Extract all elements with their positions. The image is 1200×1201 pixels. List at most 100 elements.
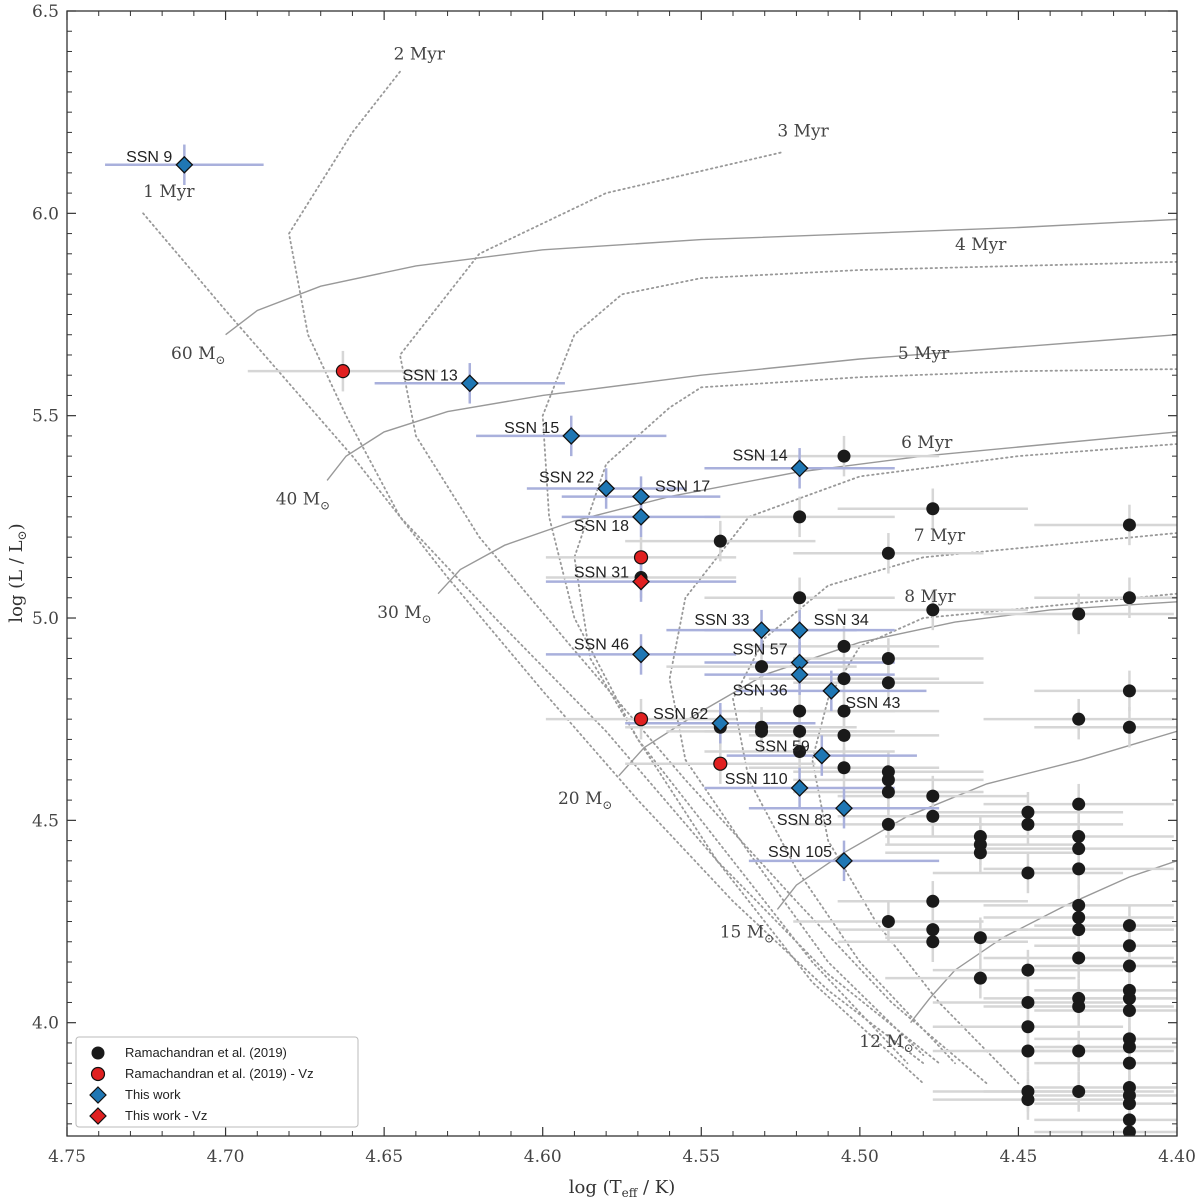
this-work-point-ssn-33	[752, 621, 771, 640]
isochrone-label-2-myr: 2 Myr	[394, 45, 446, 65]
ramachandran-point	[1122, 1097, 1136, 1111]
ramachandran-point	[973, 971, 987, 985]
track-label-60-m: 60 M⊙	[171, 344, 226, 367]
ramachandran-point	[1021, 817, 1035, 831]
isochrone-1-myr	[142, 212, 925, 1065]
legend-marker-ramachandran	[91, 1046, 105, 1060]
star-label-ssn-57: SSN 57	[732, 642, 787, 659]
star-label-ssn-14: SSN 14	[732, 447, 787, 464]
ramachandran-point	[881, 676, 895, 690]
ramachandran-point	[793, 591, 807, 605]
star-label-ssn-31: SSN 31	[574, 565, 629, 582]
star-label-ssn-34: SSN 34	[814, 612, 869, 629]
star-label-ssn-13: SSN 13	[403, 367, 458, 384]
ramachandran-point	[837, 449, 851, 463]
track-40-m	[326, 334, 1177, 481]
y-tick-label: 4.5	[32, 811, 59, 831]
isochrone-label-3-myr: 3 Myr	[777, 121, 829, 141]
ramachandran-point	[793, 704, 807, 718]
ramachandran-point	[926, 502, 940, 516]
legend-label-this-work: This work	[125, 1087, 181, 1102]
this-work-point-ssn-22	[597, 479, 616, 498]
star-label-ssn-83: SSN 83	[777, 812, 832, 829]
track-60-m	[225, 218, 1177, 336]
isochrone-label-4-myr: 4 Myr	[955, 235, 1007, 255]
ramachandran-point	[755, 660, 769, 674]
ramachandran-point	[793, 724, 807, 738]
legend-marker-ramachandran-vz	[90, 1066, 106, 1082]
ramachandran-point	[973, 846, 987, 860]
ramachandran-point	[1072, 607, 1086, 621]
star-label-ssn-18: SSN 18	[574, 518, 629, 535]
x-tick-label: 4.45	[999, 1147, 1037, 1167]
star-label-ssn-62: SSN 62	[653, 706, 708, 723]
isochrone-label-6-myr: 6 Myr	[901, 433, 953, 453]
isochrone-7-myr	[732, 532, 1177, 1065]
ramachandran-point	[1122, 1004, 1136, 1018]
this-work-point-ssn-105	[835, 851, 853, 870]
this-work-point-ssn-110	[790, 779, 809, 797]
ramachandran-vz-point	[335, 364, 351, 379]
ramachandran-point	[1072, 1000, 1086, 1014]
ramachandran-point	[1072, 1044, 1086, 1058]
ramachandran-point	[1021, 1020, 1035, 1034]
legend-box	[75, 1036, 359, 1128]
ramachandran-point	[1021, 995, 1035, 1009]
track-label-40-m: 40 M⊙	[276, 490, 331, 513]
star-label-ssn-36: SSN 36	[732, 683, 787, 700]
isochrone-label-5-myr: 5 Myr	[898, 344, 950, 364]
ramachandran-point	[1021, 1093, 1035, 1107]
ramachandran-vz-point	[633, 550, 649, 565]
this-work-point-ssn-59	[812, 746, 831, 765]
y-tick-label: 5.5	[32, 407, 59, 427]
track-label-15-m: 15 M⊙	[720, 923, 775, 946]
plot-frame	[66, 10, 1178, 1137]
ramachandran-point	[881, 785, 895, 799]
plot-background	[67, 11, 1177, 1136]
isochrone-4-myr	[541, 261, 1177, 1085]
this-work-vz-point-ssn-31	[632, 572, 650, 591]
legend-label-ramachandran: Ramachandran et al. (2019)	[125, 1045, 287, 1060]
ramachandran-point	[1122, 991, 1136, 1005]
ramachandran-point	[926, 789, 940, 803]
this-work-point-ssn-18	[632, 507, 650, 526]
ramachandran-point	[1122, 1040, 1136, 1054]
star-label-ssn-9: SSN 9	[126, 149, 172, 166]
ramachandran-point	[793, 510, 807, 524]
star-label-ssn-43: SSN 43	[845, 695, 900, 712]
x-axis-title: log (Teff / K)	[569, 1177, 676, 1200]
isochrone-3-myr	[399, 151, 988, 1085]
ramachandran-vz-point	[633, 712, 649, 727]
ramachandran-point	[973, 931, 987, 945]
ramachandran-point	[1072, 862, 1086, 876]
ramachandran-point	[926, 603, 940, 617]
ramachandran-vz-point	[713, 756, 728, 771]
ramachandran-point	[713, 534, 727, 548]
x-tick-label: 4.55	[682, 1147, 720, 1167]
isochrone-label-7-myr: 7 Myr	[914, 526, 966, 546]
ramachandran-point	[1122, 1056, 1136, 1070]
isochrone-2-myr	[288, 70, 940, 1065]
ramachandran-point	[1122, 959, 1136, 973]
legend-label-this-work-vz: This work - Vz	[125, 1108, 207, 1123]
ramachandran-point	[1122, 720, 1136, 734]
ramachandran-point	[1072, 898, 1086, 912]
x-tick-label: 4.50	[841, 1147, 879, 1167]
ramachandran-point	[1072, 797, 1086, 811]
ramachandran-point	[1122, 919, 1136, 933]
star-label-ssn-46: SSN 46	[574, 636, 629, 653]
ramachandran-point	[881, 817, 895, 831]
star-label-ssn-22: SSN 22	[539, 470, 594, 487]
this-work-point-ssn-13	[460, 374, 479, 393]
ramachandran-point	[837, 728, 851, 742]
this-work-point-ssn-62	[711, 714, 730, 733]
track-label-30-m: 30 M⊙	[377, 603, 432, 626]
ramachandran-point	[926, 923, 940, 937]
ramachandran-point	[837, 761, 851, 775]
ramachandran-point	[926, 809, 940, 823]
star-label-ssn-110: SSN 110	[725, 771, 788, 788]
ramachandran-point	[881, 651, 895, 665]
ramachandran-point	[1021, 805, 1035, 819]
ramachandran-point	[881, 773, 895, 787]
